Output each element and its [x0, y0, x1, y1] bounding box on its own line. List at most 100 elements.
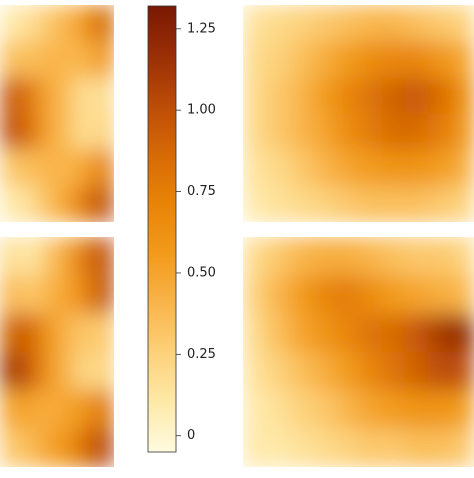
heat-cell [450, 113, 474, 151]
colorbar-tick-label: 0.75 [187, 184, 216, 199]
heat-cell [19, 77, 39, 114]
heat-cell [57, 149, 77, 187]
heat-cell [266, 41, 290, 78]
heat-cell [381, 237, 406, 276]
heat-cell [381, 113, 406, 151]
heat-cell [358, 428, 383, 467]
heat-cell [335, 390, 359, 430]
heat-cell [335, 352, 359, 391]
heat-cell [450, 275, 474, 315]
heat-cell [0, 77, 20, 114]
heat-cell [312, 275, 336, 315]
heat-cell [427, 237, 452, 276]
heat-cell [19, 390, 39, 430]
heat-cell [0, 237, 20, 276]
heat-cell [358, 41, 383, 78]
heat-cell [450, 428, 474, 467]
heat-cell [335, 275, 359, 315]
heat-cell [404, 390, 429, 430]
heat-cell [57, 41, 77, 78]
heat-cell [358, 390, 383, 430]
heat-cell [243, 390, 267, 430]
heat-cell [404, 237, 429, 276]
heat-cell [312, 352, 336, 391]
heat-cell [0, 352, 20, 391]
heat-cell [404, 149, 429, 187]
heat-cell [19, 113, 39, 151]
heat-cell [358, 275, 383, 315]
heat-cell [0, 149, 20, 187]
heat-cell [266, 352, 290, 391]
heat-cell [381, 390, 406, 430]
heat-cell [381, 185, 406, 222]
heatmap-cells [0, 237, 114, 467]
heat-cell [95, 390, 114, 430]
heat-cell [312, 41, 336, 78]
heat-cell [243, 113, 267, 151]
colorbar-tick-label: 1.25 [187, 21, 216, 36]
heat-cell [243, 5, 267, 42]
heat-cell [427, 352, 452, 391]
heat-cell [76, 185, 96, 222]
heat-cell [0, 113, 20, 151]
heat-cell [266, 313, 290, 353]
colorbar-tick-label: 0.25 [187, 347, 216, 362]
heat-cell [312, 185, 336, 222]
heat-cell [358, 352, 383, 391]
heat-cell [0, 390, 20, 430]
heat-cell [243, 352, 267, 391]
heat-cell [19, 352, 39, 391]
heat-cell [38, 313, 58, 353]
heat-cell [57, 352, 77, 391]
heat-cell [312, 77, 336, 114]
heat-cell [243, 275, 267, 315]
heat-cell [95, 77, 114, 114]
heat-cell [0, 428, 20, 467]
heat-cell [404, 185, 429, 222]
heat-cell [450, 77, 474, 114]
heat-cell [335, 41, 359, 78]
heat-cell [404, 113, 429, 151]
heat-cell [95, 185, 114, 222]
heat-cell [0, 5, 20, 42]
heatmap-cells [243, 237, 474, 467]
heat-cell [289, 185, 313, 222]
heat-cell [427, 275, 452, 315]
heat-cell [335, 149, 359, 187]
heat-cell [38, 113, 58, 151]
heat-cell [312, 237, 336, 276]
heat-cell [76, 77, 96, 114]
heat-cell [0, 185, 20, 222]
heat-cell [76, 5, 96, 42]
heat-cell [243, 237, 267, 276]
heat-cell [76, 428, 96, 467]
heat-cell [38, 237, 58, 276]
heat-cell [76, 313, 96, 353]
heat-cell [38, 352, 58, 391]
heat-cell [243, 41, 267, 78]
heat-cell [57, 390, 77, 430]
heat-cell [427, 113, 452, 151]
heat-cell [381, 77, 406, 114]
heat-cell [404, 5, 429, 42]
heat-cell [289, 113, 313, 151]
heat-cell [243, 185, 267, 222]
heat-cell [450, 41, 474, 78]
heat-cell [57, 313, 77, 353]
heat-cell [57, 77, 77, 114]
heat-cell [289, 275, 313, 315]
heatmap-panel [243, 5, 474, 222]
heat-cell [450, 5, 474, 42]
heatmap-cells [243, 5, 474, 222]
heat-cell [0, 275, 20, 315]
heat-cell [381, 352, 406, 391]
heat-cell [381, 149, 406, 187]
heat-cell [38, 275, 58, 315]
heat-cell [243, 77, 267, 114]
heat-cell [95, 237, 114, 276]
heat-cell [335, 237, 359, 276]
heat-cell [38, 185, 58, 222]
heatmap-panel [0, 237, 114, 467]
heat-cell [381, 275, 406, 315]
